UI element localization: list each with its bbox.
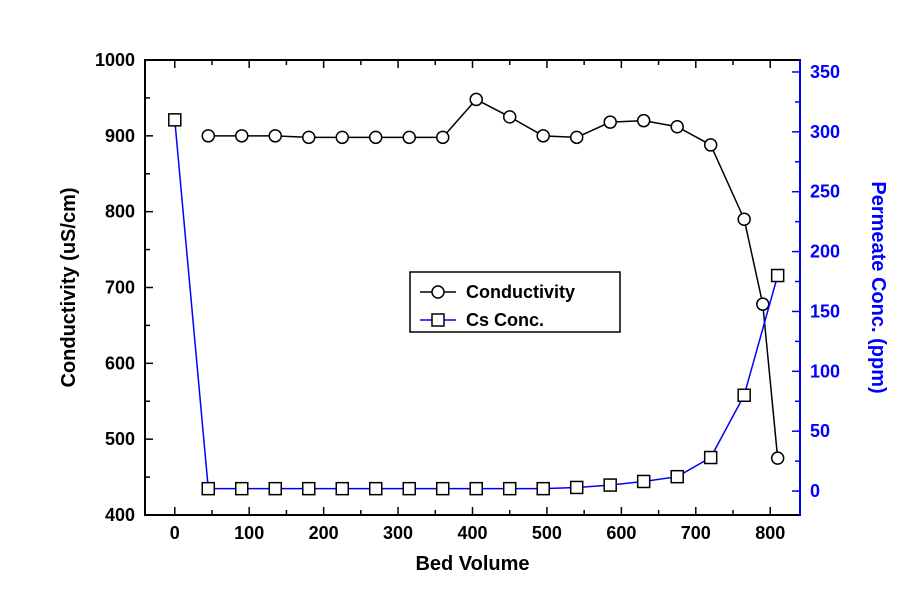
svg-text:0: 0 <box>170 523 180 543</box>
svg-text:Cs Conc.: Cs Conc. <box>466 310 544 330</box>
svg-text:600: 600 <box>105 353 135 373</box>
svg-text:900: 900 <box>105 126 135 146</box>
svg-text:100: 100 <box>234 523 264 543</box>
svg-text:400: 400 <box>457 523 487 543</box>
svg-text:50: 50 <box>810 421 830 441</box>
svg-text:0: 0 <box>810 481 820 501</box>
svg-text:Permeate Conc. (ppm): Permeate Conc. (ppm) <box>867 181 889 393</box>
svg-text:700: 700 <box>681 523 711 543</box>
svg-text:200: 200 <box>309 523 339 543</box>
svg-text:250: 250 <box>810 182 840 202</box>
svg-text:700: 700 <box>105 278 135 298</box>
svg-text:500: 500 <box>532 523 562 543</box>
svg-text:800: 800 <box>755 523 785 543</box>
svg-text:Conductivity: Conductivity <box>466 282 575 302</box>
svg-text:100: 100 <box>810 361 840 381</box>
svg-text:300: 300 <box>810 122 840 142</box>
svg-text:150: 150 <box>810 301 840 321</box>
svg-text:Conductivity (uS/cm): Conductivity (uS/cm) <box>58 187 80 387</box>
svg-text:500: 500 <box>105 429 135 449</box>
svg-text:800: 800 <box>105 202 135 222</box>
chart-svg: 0100200300400500600700800400500600700800… <box>0 0 913 613</box>
chart-container: 0100200300400500600700800400500600700800… <box>0 0 913 613</box>
svg-text:350: 350 <box>810 62 840 82</box>
svg-text:1000: 1000 <box>95 50 135 70</box>
svg-text:200: 200 <box>810 242 840 262</box>
svg-text:Bed Volume: Bed Volume <box>415 553 529 575</box>
svg-text:300: 300 <box>383 523 413 543</box>
svg-text:400: 400 <box>105 505 135 525</box>
svg-text:600: 600 <box>606 523 636 543</box>
